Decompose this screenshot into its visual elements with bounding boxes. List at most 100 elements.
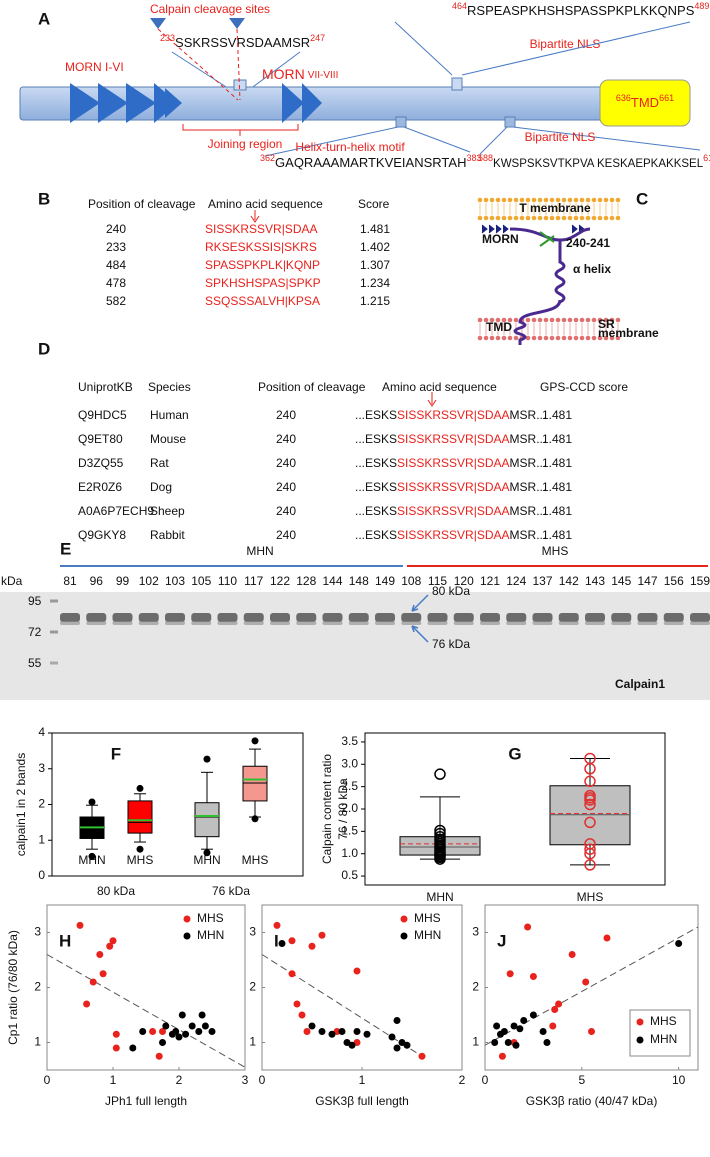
band xyxy=(637,621,658,625)
lane-label: 117 xyxy=(244,574,263,588)
point xyxy=(434,827,446,840)
legend-marker xyxy=(400,932,408,940)
legend-marker xyxy=(636,1018,644,1026)
column-header: UniprotKB xyxy=(78,380,133,394)
band-label: 76 kDa xyxy=(432,637,470,651)
point xyxy=(155,1052,163,1060)
cleavage-arrow xyxy=(427,392,437,407)
lipid xyxy=(531,197,537,203)
cell: ...ESKSSISSKRSSVR|SDAAMSR... xyxy=(355,432,546,446)
lipid xyxy=(507,215,513,221)
lipid xyxy=(585,197,591,203)
band xyxy=(453,621,474,625)
lipid xyxy=(513,215,519,221)
lipid xyxy=(525,215,531,221)
y-tick-label: 1 xyxy=(38,832,45,846)
cell: 240 xyxy=(276,456,296,470)
cleavage-label: Calpain cleavage sites xyxy=(150,2,270,16)
text-part: SISSKRSSVR|SDAA xyxy=(397,456,510,470)
lane-label: 81 xyxy=(63,574,77,588)
point xyxy=(498,1052,506,1060)
legend-box xyxy=(629,1009,691,1057)
lipid xyxy=(477,335,483,341)
y-tick-label: 1 xyxy=(249,1035,256,1049)
cell: 1.481 xyxy=(542,432,572,446)
lipid xyxy=(495,215,501,221)
band xyxy=(112,621,133,625)
outlier xyxy=(136,784,144,792)
text-part: ...ESKS xyxy=(355,432,397,446)
group-label: 80 kDa xyxy=(97,884,135,898)
x-axis-label: GSK3β ratio (40/47 kDa) xyxy=(526,1094,658,1108)
cell: 1.481 xyxy=(542,504,572,518)
y-axis-label: Cp1 ratio (76/80 kDa) xyxy=(6,930,20,1045)
panel-letter: A xyxy=(38,9,50,28)
lipid xyxy=(573,335,579,341)
point xyxy=(491,1039,499,1046)
lipid xyxy=(507,197,513,203)
band xyxy=(506,621,527,625)
hth-label: Helix-turn-helix motif xyxy=(295,140,405,154)
band xyxy=(558,621,579,625)
point xyxy=(529,1011,537,1019)
lipid xyxy=(597,215,603,221)
lipid xyxy=(597,317,603,323)
point xyxy=(512,1041,520,1049)
point xyxy=(112,1044,120,1052)
membrane-label: SR xyxy=(598,317,615,331)
cell: 1.402 xyxy=(360,240,390,254)
lipid xyxy=(543,197,549,203)
marker-label: 55 xyxy=(28,656,42,670)
y-axis-label: calpain1 in 2 bands xyxy=(14,753,28,856)
x-tick-label: MHN xyxy=(78,853,105,867)
point xyxy=(129,1044,137,1052)
x-tick-label: 10 xyxy=(672,1073,686,1087)
joining-label: Joining region xyxy=(208,137,283,151)
band xyxy=(296,621,317,625)
cell: 582 xyxy=(106,294,126,308)
text-part: MSR... xyxy=(510,432,547,446)
point xyxy=(588,1028,595,1035)
y-tick-label: 0.5 xyxy=(341,868,358,882)
legend-label: MHS xyxy=(197,911,224,925)
column-header: Amino acid sequence xyxy=(382,380,497,394)
cell: ...ESKSSISSKRSSVR|SDAAMSR... xyxy=(355,528,546,542)
text-part: SISSKRSSVR|SDAA xyxy=(397,432,510,446)
lane-label: 143 xyxy=(585,574,605,588)
outlier xyxy=(251,815,259,823)
panel-letter: E xyxy=(60,539,71,558)
lipid xyxy=(501,197,507,203)
lipid xyxy=(513,317,519,323)
lipid xyxy=(549,215,555,221)
cell: RKSESKSSIS|SKRS xyxy=(205,240,317,254)
lipid xyxy=(537,317,543,323)
lipid xyxy=(603,335,609,341)
lipid xyxy=(609,215,615,221)
cell: ...ESKSSISSKRSSVR|SDAAMSR... xyxy=(355,408,546,422)
cell: Rabbit xyxy=(150,528,185,542)
y-axis-label: Calpain content ratio xyxy=(320,754,334,864)
panel-letter: H xyxy=(59,931,71,950)
lipid xyxy=(477,317,483,323)
lane-label: 120 xyxy=(454,574,474,588)
point xyxy=(506,970,514,978)
lipid xyxy=(477,215,483,221)
lipid xyxy=(513,335,519,341)
panel-letter: D xyxy=(38,339,50,358)
lipid xyxy=(555,335,561,341)
y-tick-label: 2 xyxy=(38,797,45,811)
band xyxy=(348,613,369,622)
panel-letter: F xyxy=(111,744,121,763)
point xyxy=(393,1017,401,1024)
lipid xyxy=(513,197,519,203)
band xyxy=(270,621,290,625)
point xyxy=(584,752,596,765)
lipid xyxy=(495,197,501,203)
x-tick-label: MHN xyxy=(426,890,453,904)
band xyxy=(611,621,632,625)
text-part: ...ESKS xyxy=(355,408,397,422)
lipid xyxy=(483,215,489,221)
point xyxy=(112,1030,120,1038)
y-tick-label: 2 xyxy=(249,980,256,994)
